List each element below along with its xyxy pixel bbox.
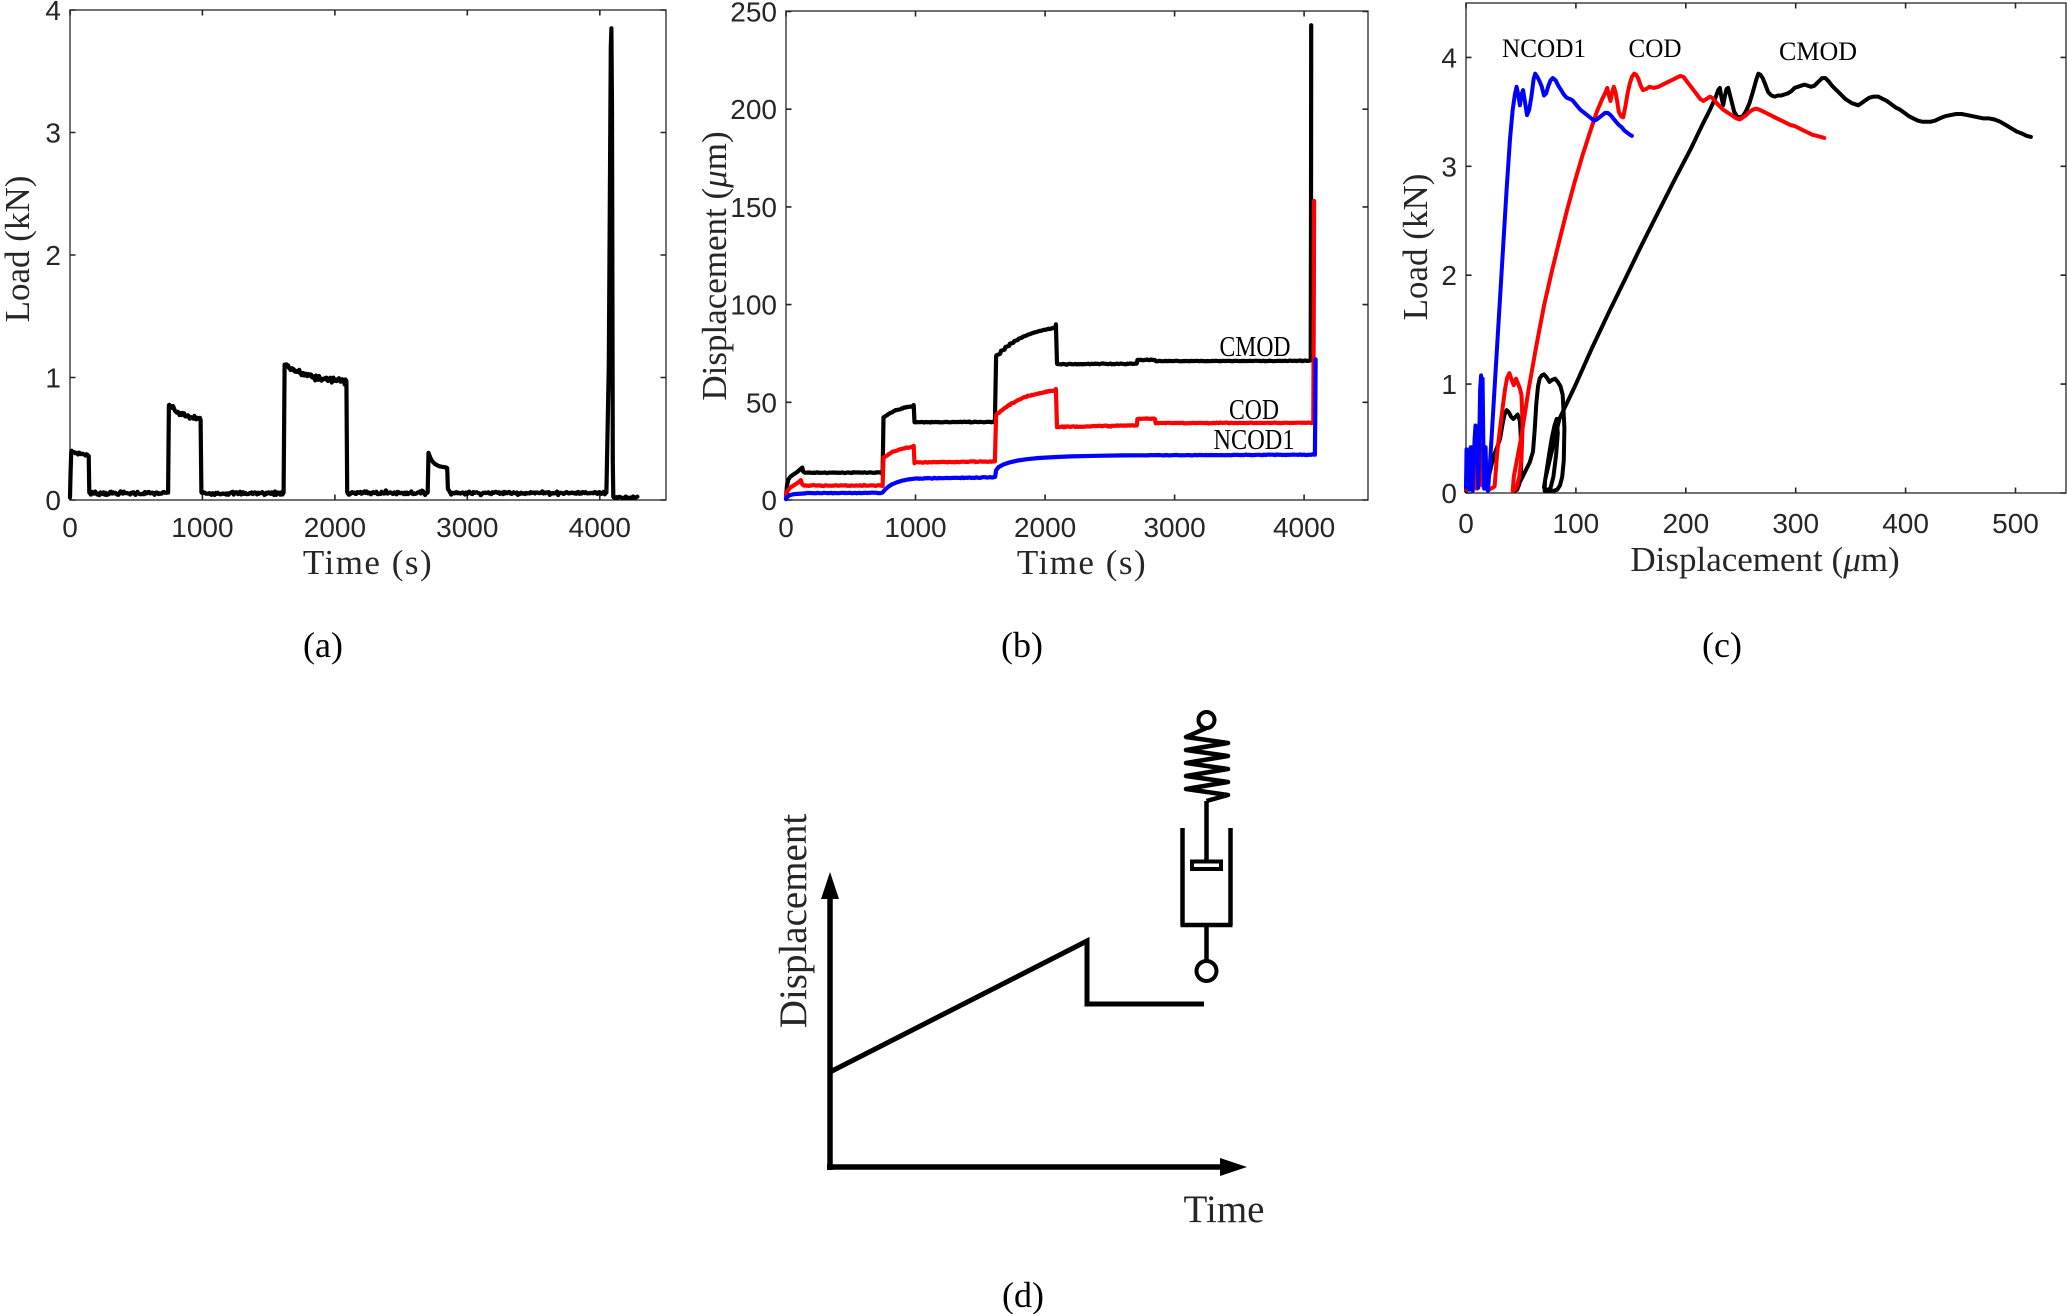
- svg-text:500: 500: [1992, 508, 2039, 539]
- svg-text:0: 0: [1441, 478, 1457, 509]
- svg-text:1000: 1000: [171, 512, 233, 543]
- svg-text:NCOD1: NCOD1: [1502, 34, 1586, 63]
- svg-text:0: 0: [45, 485, 61, 516]
- svg-text:NCOD1: NCOD1: [1214, 425, 1295, 456]
- svg-text:0: 0: [761, 485, 777, 516]
- svg-text:1: 1: [45, 363, 61, 394]
- svg-text:(b): (b): [1001, 625, 1043, 665]
- svg-text:1000: 1000: [884, 512, 946, 543]
- svg-text:COD: COD: [1229, 395, 1279, 426]
- svg-text:3: 3: [45, 118, 61, 149]
- svg-text:(c): (c): [1702, 625, 1742, 665]
- svg-text:0: 0: [778, 512, 794, 543]
- svg-text:4000: 4000: [569, 512, 631, 543]
- svg-text:Displacement (μm): Displacement (μm): [695, 131, 734, 400]
- svg-text:2000: 2000: [304, 512, 366, 543]
- svg-text:150: 150: [730, 192, 777, 223]
- svg-text:2000: 2000: [1014, 512, 1076, 543]
- svg-text:2: 2: [1441, 260, 1457, 291]
- svg-text:1: 1: [1441, 369, 1457, 400]
- svg-text:250: 250: [730, 0, 777, 28]
- svg-text:4: 4: [45, 0, 61, 26]
- svg-text:Time (s): Time (s): [1017, 543, 1147, 582]
- svg-text:100: 100: [730, 290, 777, 321]
- svg-text:200: 200: [1662, 508, 1709, 539]
- svg-text:3000: 3000: [436, 512, 498, 543]
- svg-text:3: 3: [1441, 151, 1457, 182]
- svg-text:(d): (d): [1002, 1275, 1044, 1314]
- svg-text:50: 50: [746, 387, 777, 418]
- svg-text:CMOD: CMOD: [1779, 37, 1857, 66]
- svg-text:400: 400: [1882, 508, 1929, 539]
- svg-text:COD: COD: [1629, 34, 1682, 63]
- svg-text:4000: 4000: [1273, 512, 1335, 543]
- svg-text:0: 0: [1458, 508, 1474, 539]
- svg-text:0: 0: [62, 512, 78, 543]
- svg-text:Time (s): Time (s): [303, 543, 433, 582]
- svg-text:CMOD: CMOD: [1220, 332, 1291, 363]
- svg-text:(a): (a): [303, 625, 343, 665]
- svg-text:Time: Time: [1184, 1188, 1265, 1231]
- svg-text:200: 200: [730, 94, 777, 125]
- svg-text:Load (kN): Load (kN): [0, 176, 37, 323]
- svg-text:4: 4: [1441, 42, 1457, 73]
- svg-text:300: 300: [1772, 508, 1819, 539]
- svg-text:3000: 3000: [1143, 512, 1205, 543]
- svg-text:Displacement: Displacement: [772, 814, 815, 1029]
- svg-text:Load (kN): Load (kN): [1396, 174, 1435, 321]
- svg-text:100: 100: [1553, 508, 1600, 539]
- svg-text:Displacement (μm): Displacement (μm): [1630, 540, 1899, 579]
- svg-text:2: 2: [45, 240, 61, 271]
